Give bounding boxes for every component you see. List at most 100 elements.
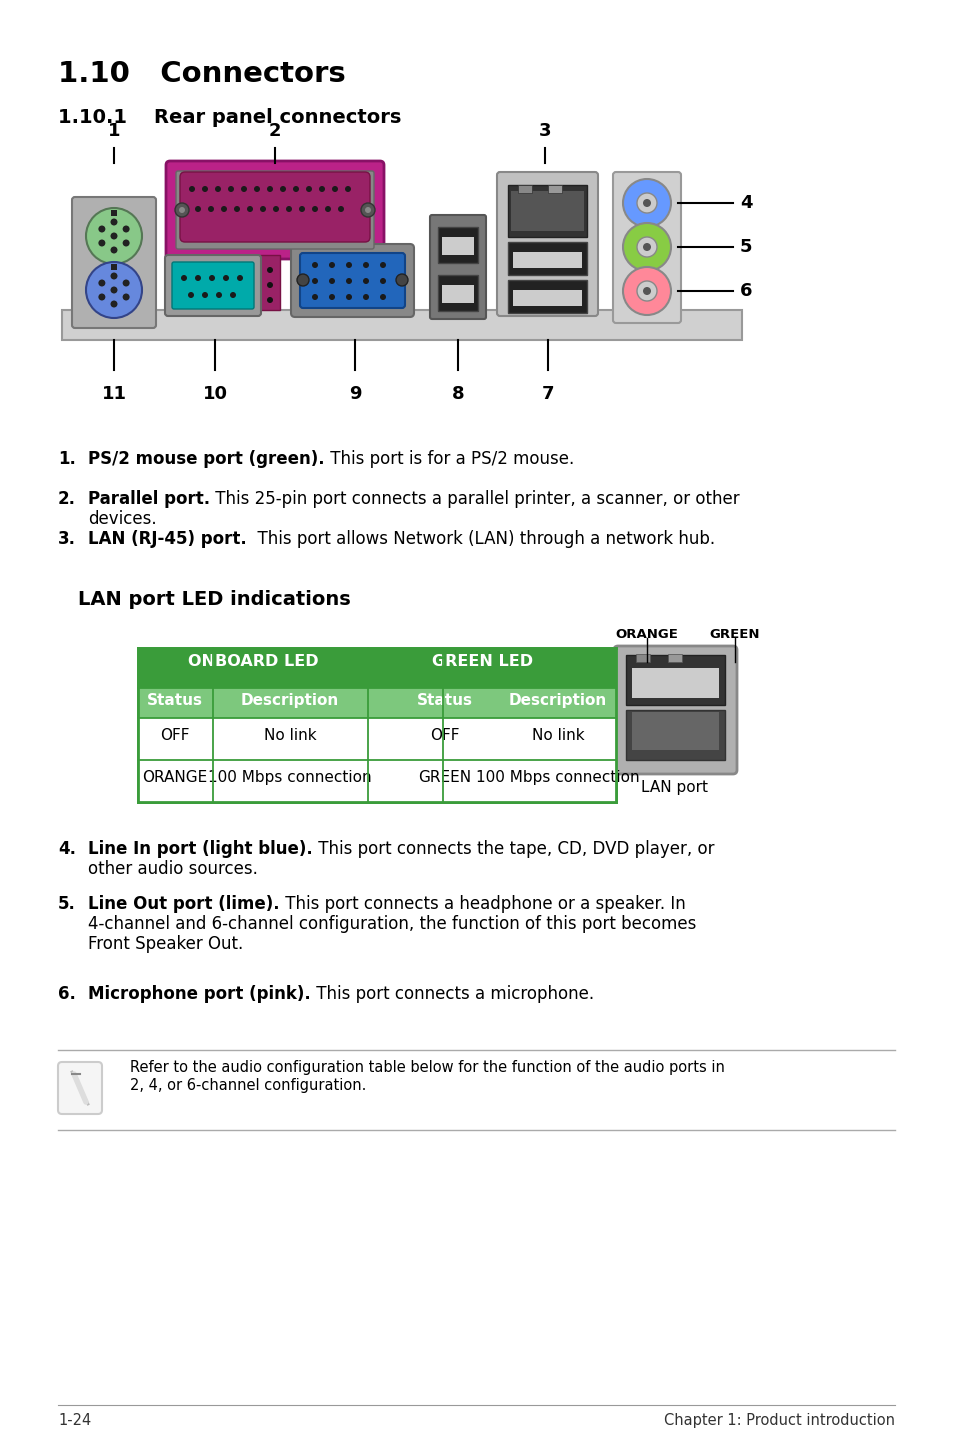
Text: OFF: OFF (430, 728, 459, 743)
Text: PS/2 mouse port (green).: PS/2 mouse port (green). (88, 450, 324, 467)
Text: Status: Status (416, 693, 473, 707)
Bar (507, 186, 586, 237)
Bar (138, 718, 616, 761)
Circle shape (312, 206, 317, 211)
Circle shape (642, 198, 650, 207)
Text: 1.10   Connectors: 1.10 Connectors (58, 60, 345, 88)
Circle shape (622, 178, 670, 227)
Text: Front Speaker Out.: Front Speaker Out. (88, 935, 243, 953)
Circle shape (306, 186, 312, 193)
Bar (631, 712, 719, 751)
Circle shape (202, 186, 208, 193)
Circle shape (111, 219, 117, 226)
Text: 100 Mbps connection: 100 Mbps connection (208, 769, 372, 785)
Circle shape (318, 186, 325, 193)
Bar (631, 669, 719, 697)
Bar (138, 761, 616, 802)
Text: This port connects a microphone.: This port connects a microphone. (311, 985, 594, 1002)
Circle shape (312, 278, 317, 283)
Circle shape (214, 186, 221, 193)
FancyBboxPatch shape (613, 173, 680, 324)
Text: GREEN: GREEN (709, 628, 760, 641)
Circle shape (123, 226, 130, 233)
Text: 1.: 1. (58, 450, 76, 467)
Text: LAN (RJ-45) port.: LAN (RJ-45) port. (88, 531, 247, 548)
Text: This port allows Network (LAN) through a network hub.: This port allows Network (LAN) through a… (247, 531, 714, 548)
Circle shape (293, 186, 298, 193)
Circle shape (363, 293, 369, 301)
Text: 3.: 3. (58, 531, 76, 548)
Circle shape (111, 286, 117, 293)
Circle shape (111, 272, 117, 279)
Circle shape (98, 240, 105, 246)
Circle shape (253, 186, 260, 193)
Text: 10: 10 (202, 385, 227, 403)
Circle shape (189, 186, 194, 193)
Circle shape (267, 267, 273, 273)
Text: 9: 9 (349, 385, 361, 403)
Text: 8: 8 (451, 385, 464, 403)
Circle shape (329, 293, 335, 301)
Bar (138, 649, 616, 687)
Text: Chapter 1: Product introduction: Chapter 1: Product introduction (663, 1414, 894, 1428)
Circle shape (267, 282, 273, 288)
Circle shape (286, 206, 292, 211)
Bar (625, 710, 724, 761)
Circle shape (236, 275, 243, 280)
Circle shape (260, 206, 266, 211)
Circle shape (642, 243, 650, 252)
Text: 11: 11 (101, 385, 127, 403)
Text: 2, 4, or 6-channel configuration.: 2, 4, or 6-channel configuration. (130, 1078, 366, 1093)
Circle shape (329, 262, 335, 267)
Bar (625, 654, 724, 705)
Circle shape (86, 262, 142, 318)
Circle shape (98, 293, 105, 301)
Bar (260, 255, 280, 311)
FancyBboxPatch shape (430, 216, 485, 319)
Circle shape (642, 288, 650, 295)
Text: GREEN LED: GREEN LED (432, 654, 533, 669)
Text: 2: 2 (269, 122, 281, 139)
Text: No link: No link (263, 728, 316, 743)
Circle shape (273, 206, 278, 211)
FancyBboxPatch shape (71, 197, 156, 328)
Bar (111, 265, 117, 270)
Circle shape (123, 293, 130, 301)
Text: 5: 5 (740, 239, 752, 256)
Bar (547, 186, 561, 193)
Text: GREEN: GREEN (418, 769, 471, 785)
Circle shape (395, 275, 408, 286)
Circle shape (208, 206, 213, 211)
Circle shape (194, 275, 201, 280)
Bar (441, 237, 474, 255)
Circle shape (98, 226, 105, 233)
Text: 6.: 6. (58, 985, 76, 1002)
Circle shape (363, 262, 369, 267)
Circle shape (123, 279, 130, 286)
Circle shape (332, 186, 337, 193)
Text: Parallel port.: Parallel port. (88, 490, 210, 508)
Circle shape (637, 280, 657, 301)
Bar (511, 191, 583, 232)
Circle shape (637, 193, 657, 213)
Circle shape (329, 278, 335, 283)
Circle shape (267, 186, 273, 193)
FancyBboxPatch shape (291, 244, 414, 316)
Bar (62, 311, 741, 339)
Circle shape (379, 262, 386, 267)
Text: 6: 6 (740, 282, 752, 301)
Circle shape (209, 275, 214, 280)
Circle shape (202, 292, 208, 298)
Circle shape (325, 206, 331, 211)
Circle shape (111, 233, 117, 240)
Bar (138, 649, 616, 802)
Circle shape (379, 293, 386, 301)
Circle shape (223, 275, 229, 280)
FancyBboxPatch shape (175, 171, 374, 249)
Circle shape (98, 279, 105, 286)
Bar (507, 280, 586, 313)
Circle shape (174, 203, 189, 217)
Text: No link: No link (531, 728, 583, 743)
Text: devices.: devices. (88, 510, 156, 528)
Bar (437, 275, 477, 311)
